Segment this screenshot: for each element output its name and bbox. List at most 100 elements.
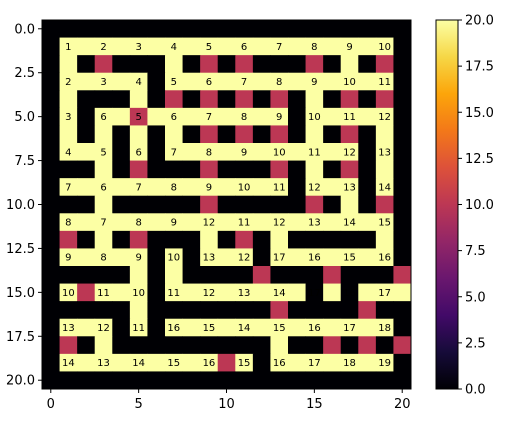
x-tick-label: 10 — [218, 397, 235, 412]
heatmap-cell — [94, 230, 113, 249]
heatmap-cell — [42, 20, 60, 38]
heatmap-cell — [182, 90, 201, 109]
heatmap-cell — [305, 301, 324, 320]
heatmap-cell — [375, 178, 394, 197]
heatmap-cell — [252, 213, 271, 232]
heatmap-cell — [59, 178, 78, 197]
heatmap-cell — [182, 230, 201, 249]
heatmap-cell — [77, 353, 96, 372]
heatmap-cell — [77, 143, 96, 161]
heatmap-cell — [217, 213, 236, 232]
heatmap-cell — [217, 20, 236, 38]
heatmap-cell — [42, 37, 60, 56]
cell-annotation: 10 — [132, 288, 145, 299]
heatmap-cell — [270, 178, 289, 197]
cell-annotation: 15 — [343, 253, 356, 264]
heatmap-cell — [305, 72, 324, 91]
cell-annotation: 6 — [241, 42, 247, 53]
cell-annotation: 16 — [378, 253, 391, 264]
heatmap-cell — [182, 55, 201, 74]
cell-annotation: 10 — [238, 182, 251, 193]
colorbar-tick-label: 2.5 — [465, 336, 486, 351]
heatmap-cell — [252, 143, 271, 161]
heatmap-cell — [112, 107, 131, 126]
heatmap-cell — [340, 213, 359, 232]
cell-annotation: 13 — [203, 253, 216, 264]
heatmap-cell — [340, 160, 359, 179]
heatmap-cell — [358, 248, 377, 267]
heatmap-cell — [323, 195, 342, 214]
cell-annotation: 11 — [97, 288, 110, 299]
cell-annotation: 10 — [308, 112, 321, 123]
heatmap-cell — [323, 213, 342, 232]
heatmap-cell — [112, 125, 131, 144]
heatmap-cell — [200, 195, 219, 214]
heatmap-cell — [165, 266, 183, 284]
cell-annotation: 3 — [100, 77, 106, 88]
heatmap-cell — [94, 353, 113, 372]
heatmap-cell — [235, 143, 254, 161]
heatmap-cell — [235, 195, 254, 214]
heatmap-cell — [217, 371, 236, 390]
heatmap-cell — [42, 266, 60, 284]
cell-annotation: 8 — [206, 147, 212, 158]
heatmap-cell — [200, 353, 219, 372]
heatmap-cell — [59, 55, 78, 74]
heatmap-cell — [112, 72, 131, 91]
heatmap-cell — [270, 125, 289, 144]
heatmap-cell — [270, 266, 289, 284]
heatmap-cell — [375, 55, 394, 74]
heatmap-cell — [59, 230, 78, 249]
heatmap-cell — [200, 301, 219, 320]
cell-annotation: 8 — [171, 182, 177, 193]
heatmap-cell — [252, 72, 271, 91]
heatmap-cell — [323, 160, 342, 179]
heatmap-cell — [147, 160, 166, 179]
heatmap-cell — [288, 125, 306, 144]
cell-annotation: 7 — [276, 42, 282, 53]
heatmap-cell — [340, 195, 359, 214]
heatmap-cell — [77, 90, 96, 109]
heatmap-cell — [42, 336, 60, 355]
heatmap-cell — [77, 160, 96, 179]
heatmap-cell — [77, 336, 96, 355]
heatmap-cell — [235, 90, 254, 109]
heatmap-cell — [340, 371, 359, 390]
cell-annotation: 13 — [378, 147, 391, 158]
heatmap-cell — [270, 283, 289, 302]
heatmap-cell — [288, 371, 306, 390]
heatmap-cell — [323, 301, 342, 320]
heatmap-cell — [288, 266, 306, 284]
heatmap-cell — [129, 160, 148, 179]
heatmap-cell — [323, 283, 342, 302]
heatmap-cell — [217, 336, 236, 355]
heatmap-cell — [270, 248, 289, 267]
heatmap-cell — [112, 143, 131, 161]
heatmap-cell — [94, 371, 113, 390]
heatmap-cell — [94, 160, 113, 179]
heatmap-cell — [270, 336, 289, 355]
heatmap-cell — [235, 37, 254, 56]
heatmap-cell — [165, 318, 183, 337]
heatmap-cell — [217, 230, 236, 249]
heatmap-cell — [375, 160, 394, 179]
heatmap-cell — [147, 213, 166, 232]
heatmap-cell — [252, 283, 271, 302]
heatmap-cell — [270, 353, 289, 372]
heatmap-cell — [200, 125, 219, 144]
heatmap-cell — [252, 160, 271, 179]
cell-annotation: 14 — [62, 358, 75, 369]
heatmap-cell — [112, 90, 131, 109]
cell-annotation: 7 — [100, 218, 106, 229]
cell-annotation: 13 — [62, 323, 75, 334]
heatmap-cell — [165, 55, 183, 74]
heatmap-cell — [182, 160, 201, 179]
heatmap-cell — [252, 195, 271, 214]
heatmap-cell — [217, 125, 236, 144]
heatmap-cell — [129, 283, 148, 302]
heatmap-cell — [270, 90, 289, 109]
heatmap-cell — [235, 371, 254, 390]
colorbar — [435, 19, 459, 390]
heatmap-cell — [288, 37, 306, 56]
heatmap-cell — [147, 107, 166, 126]
